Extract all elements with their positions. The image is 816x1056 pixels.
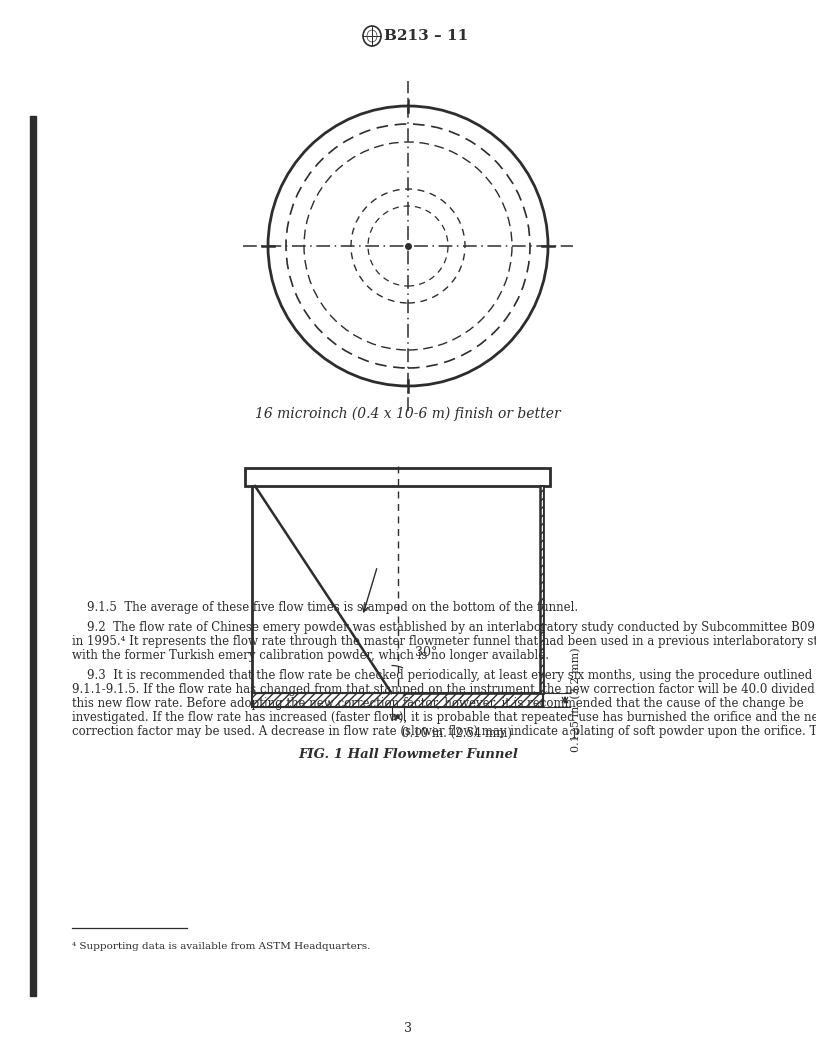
Text: 9.2  The flow rate of Chinese emery powder was established by an interlaboratory: 9.2 The flow rate of Chinese emery powde… (72, 621, 816, 634)
Text: investigated. If the flow rate has increased (faster flow), it is probable that : investigated. If the flow rate has incre… (72, 711, 816, 724)
Text: 9.1.5  The average of these five flow times is stamped on the bottom of the funn: 9.1.5 The average of these five flow tim… (72, 601, 578, 614)
Text: 9.3  It is recommended that the flow rate be checked periodically, at least ever: 9.3 It is recommended that the flow rate… (72, 670, 816, 682)
Text: this new flow rate. Before adopting the new correction factor, however, it is re: this new flow rate. Before adopting the … (72, 697, 804, 710)
Text: 0.125 in. (3.2 mm): 0.125 in. (3.2 mm) (571, 647, 581, 752)
Bar (30, 116, 36, 996)
Bar (252, 693, 543, 708)
Text: 9.1.1-9.1.5. If the flow rate has changed from that stamped on the instrument, t: 9.1.1-9.1.5. If the flow rate has change… (72, 683, 816, 696)
Text: 16 microinch (0.4 x 10-6 m) finish or better: 16 microinch (0.4 x 10-6 m) finish or be… (255, 407, 561, 421)
Text: 30°: 30° (415, 646, 437, 660)
Text: B213 – 11: B213 – 11 (384, 29, 468, 43)
Text: with the former Turkish emery calibration powder, which is no longer available.: with the former Turkish emery calibratio… (72, 649, 549, 662)
Text: FIG. 1 Hall Flowmeter Funnel: FIG. 1 Hall Flowmeter Funnel (298, 749, 518, 761)
Text: correction factor may be used. A decrease in flow rate (slower flow) may indicat: correction factor may be used. A decreas… (72, 725, 816, 738)
Text: in 1995.⁴ It represents the flow rate through the master flowmeter funnel that h: in 1995.⁴ It represents the flow rate th… (72, 635, 816, 648)
Bar (252, 693, 543, 708)
Text: ⁴ Supporting data is available from ASTM Headquarters.: ⁴ Supporting data is available from ASTM… (72, 942, 370, 951)
Text: 0.10 in. (2.54 mm): 0.10 in. (2.54 mm) (402, 727, 512, 740)
Text: 3: 3 (404, 1021, 412, 1035)
Polygon shape (403, 486, 543, 693)
Bar (245, 468, 550, 486)
